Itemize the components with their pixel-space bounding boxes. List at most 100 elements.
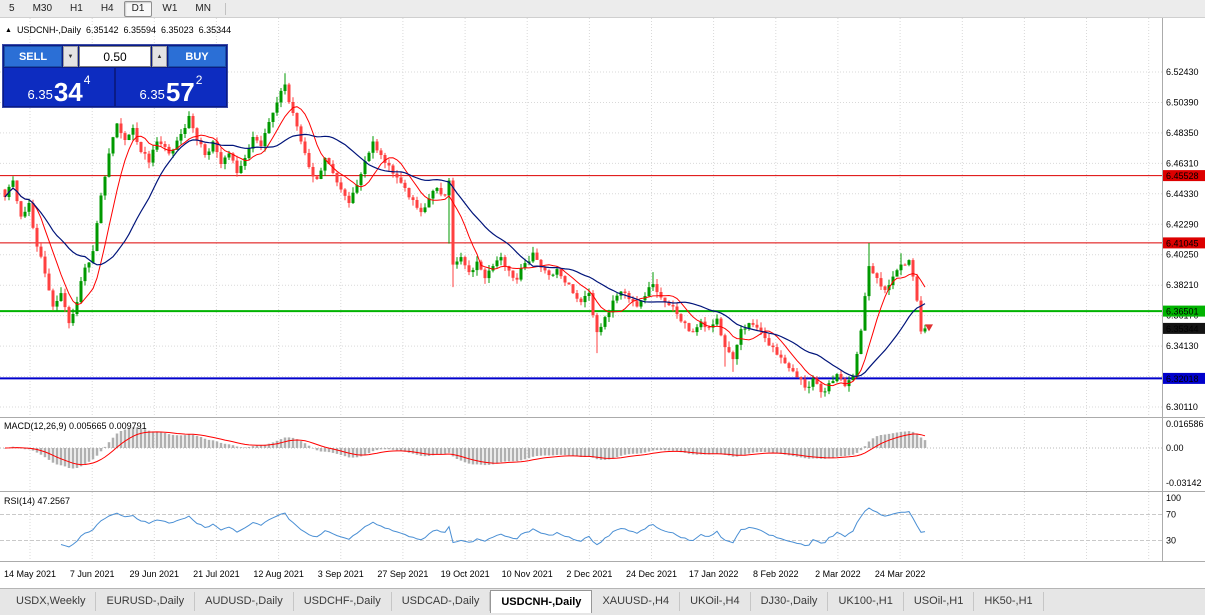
price-badge-6.36501: 6.36501 bbox=[1163, 305, 1205, 317]
price-axis-label: 6.42290 bbox=[1166, 219, 1199, 229]
price-axis-label: 6.46310 bbox=[1166, 158, 1199, 168]
timeframe-button-5[interactable]: 5 bbox=[9, 2, 15, 14]
date-axis-label: 29 Jun 2021 bbox=[130, 569, 180, 579]
buy-price-big: 57 bbox=[165, 76, 195, 107]
svg-text:30: 30 bbox=[1166, 536, 1176, 546]
price-axis-label: 6.48350 bbox=[1166, 128, 1199, 138]
tab-usdx-weekly[interactable]: USDX,Weekly bbox=[6, 592, 97, 611]
date-axis-label: 8 Feb 2022 bbox=[753, 569, 799, 579]
candles-layer bbox=[3, 73, 927, 398]
svg-text:100: 100 bbox=[1166, 493, 1181, 503]
rsi-title: RSI(14) 47.2567 bbox=[4, 496, 70, 506]
ohlc-close: 6.35344 bbox=[198, 25, 232, 35]
timeframe-toolbar: 5 M30 H1 H4 D1 W1 MN bbox=[0, 0, 1205, 18]
price-direction-arrow-icon bbox=[925, 324, 933, 332]
buy-price-sup: 2 bbox=[195, 73, 203, 87]
sell-price-sup: 4 bbox=[83, 73, 91, 87]
date-axis-label: 27 Sep 2021 bbox=[377, 569, 428, 579]
date-axis-label: 7 Jun 2021 bbox=[70, 569, 115, 579]
ma-fast-line bbox=[4, 106, 926, 387]
svg-text:70: 70 bbox=[1166, 510, 1176, 520]
chart-symbol-label: USDCNH-,Daily bbox=[16, 25, 81, 35]
chart-window: 6.52430 6.50390 6.48350 6.46310 6.44330 6.422… bbox=[0, 18, 1205, 588]
svg-text:6.35344: 6.35344 bbox=[1166, 324, 1199, 334]
price-badge-6.32018: 6.32018 bbox=[1163, 372, 1205, 384]
ohlc-high: 6.35594 bbox=[123, 25, 157, 35]
tab-ukoil-h4[interactable]: UKOil-,H4 bbox=[680, 592, 751, 611]
price-badge-6.45528: 6.45528 bbox=[1163, 170, 1205, 182]
date-axis-label: 2 Dec 2021 bbox=[566, 569, 612, 579]
svg-text:6.36501: 6.36501 bbox=[1166, 307, 1199, 317]
date-axis-label: 17 Jan 2022 bbox=[689, 569, 739, 579]
macd-title: MACD(12,26,9) 0.005665 0.009791 bbox=[4, 421, 147, 431]
current-price-badge: 6.35344 bbox=[1163, 322, 1205, 334]
svg-text:0.016586: 0.016586 bbox=[1166, 419, 1204, 429]
lot-decrease-button[interactable]: ▼ bbox=[63, 46, 78, 67]
price-axis-label: 6.44330 bbox=[1166, 189, 1199, 199]
tab-dj30-daily[interactable]: DJ30-,Daily bbox=[751, 592, 829, 611]
chart-tabbar: USDX,Weekly EURUSD-,Daily AUDUSD-,Daily USD… bbox=[0, 588, 1205, 615]
price-badge-6.41045: 6.41045 bbox=[1163, 237, 1205, 249]
svg-text:6.41045: 6.41045 bbox=[1166, 238, 1199, 248]
svg-text:6.45528: 6.45528 bbox=[1166, 171, 1199, 181]
price-axis-label: 6.50390 bbox=[1166, 98, 1199, 108]
chart-canvas[interactable]: 6.52430 6.50390 6.48350 6.46310 6.44330 6.422… bbox=[0, 18, 1205, 588]
tab-audusd-daily[interactable]: AUDUSD-,Daily bbox=[195, 592, 294, 611]
tab-usdchf-daily[interactable]: USDCHF-,Daily bbox=[294, 592, 392, 611]
price-axis-label: 6.52430 bbox=[1166, 67, 1199, 77]
sell-price-display[interactable]: 6.35 34 4 bbox=[4, 68, 114, 106]
date-axis-label: 3 Sep 2021 bbox=[318, 569, 364, 579]
svg-text:0.00: 0.00 bbox=[1166, 443, 1184, 453]
toolbar-separator bbox=[224, 2, 226, 15]
date-axis-label: 12 Aug 2021 bbox=[253, 569, 304, 579]
date-axis-label: 2 Mar 2022 bbox=[815, 569, 861, 579]
rsi-axis: 100 70 30 bbox=[1166, 493, 1181, 546]
svg-text:-0.03142: -0.03142 bbox=[1166, 478, 1202, 488]
lot-size-input[interactable]: 0.50 bbox=[79, 46, 151, 67]
lot-increase-button[interactable]: ▲ bbox=[152, 46, 167, 67]
arrow-down-icon: ▼ bbox=[67, 53, 74, 60]
tab-xauusd-h4[interactable]: XAUUSD-,H4 bbox=[592, 592, 681, 611]
tab-hk50-h1[interactable]: HK50-,H1 bbox=[974, 592, 1044, 611]
timeframe-button-mn[interactable]: MN bbox=[195, 2, 211, 14]
chart-grid bbox=[0, 18, 1162, 561]
macd-axis: 0.016586 0.00 -0.03142 bbox=[1166, 419, 1204, 488]
tab-usdcad-daily[interactable]: USDCAD-,Daily bbox=[392, 592, 491, 611]
arrow-up-icon: ▲ bbox=[156, 53, 163, 60]
sell-price-prefix: 6.35 bbox=[27, 87, 53, 102]
date-axis-label: 19 Oct 2021 bbox=[441, 569, 490, 579]
ohlc-low: 6.35023 bbox=[161, 25, 194, 35]
timeframe-button-m30[interactable]: M30 bbox=[32, 2, 53, 14]
svg-text:6.32018: 6.32018 bbox=[1166, 374, 1199, 384]
timeframe-button-d1[interactable]: D1 bbox=[123, 0, 153, 17]
tab-uk100-h1[interactable]: UK100-,H1 bbox=[828, 592, 904, 611]
price-axis-label: 6.30110 bbox=[1166, 402, 1198, 412]
timeframe-button-h1[interactable]: H1 bbox=[70, 2, 83, 14]
ma-slow-line bbox=[4, 133, 926, 378]
price-axis-label: 6.38210 bbox=[1166, 280, 1199, 290]
one-click-toggle-icon[interactable]: ▲ bbox=[5, 26, 12, 34]
date-axis-label: 10 Nov 2021 bbox=[502, 569, 553, 579]
pane-separators bbox=[0, 18, 1205, 562]
date-axis-label: 24 Mar 2022 bbox=[875, 569, 926, 579]
date-axis-label: 24 Dec 2021 bbox=[626, 569, 677, 579]
macd-signal-line bbox=[4, 431, 926, 466]
macd-histogram bbox=[3, 427, 927, 469]
tab-usdcnh-daily[interactable]: USDCNH-,Daily bbox=[490, 590, 593, 613]
timeframe-button-h4[interactable]: H4 bbox=[100, 2, 114, 14]
ohlc-open: 6.35142 bbox=[85, 25, 119, 35]
rsi-line bbox=[60, 507, 926, 548]
tab-eurusd-daily[interactable]: EURUSD-,Daily bbox=[96, 592, 196, 611]
one-click-trading-panel: SELL ▼ 0.50 ▲ BUY 6.35 34 4 6.35 57 2 bbox=[2, 44, 228, 108]
buy-price-display[interactable]: 6.35 57 2 bbox=[116, 68, 226, 106]
date-axis[interactable]: 14 May 2021 7 Jun 2021 29 Jun 2021 21 Jul 2… bbox=[4, 569, 925, 579]
timeframe-button-w1[interactable]: W1 bbox=[162, 2, 178, 14]
tab-usoil-h1[interactable]: USOil-,H1 bbox=[904, 592, 975, 611]
price-axis-label: 6.34130 bbox=[1166, 341, 1199, 351]
chart-ohlc-header: ▲ USDCNH-,Daily 6.35142 6.35594 6.35023 … bbox=[5, 25, 231, 35]
date-axis-label: 21 Jul 2021 bbox=[193, 569, 240, 579]
sell-button[interactable]: SELL bbox=[4, 46, 62, 67]
date-axis-label: 14 May 2021 bbox=[4, 569, 56, 579]
sell-price-big: 34 bbox=[53, 76, 83, 107]
buy-button[interactable]: BUY bbox=[168, 46, 226, 67]
